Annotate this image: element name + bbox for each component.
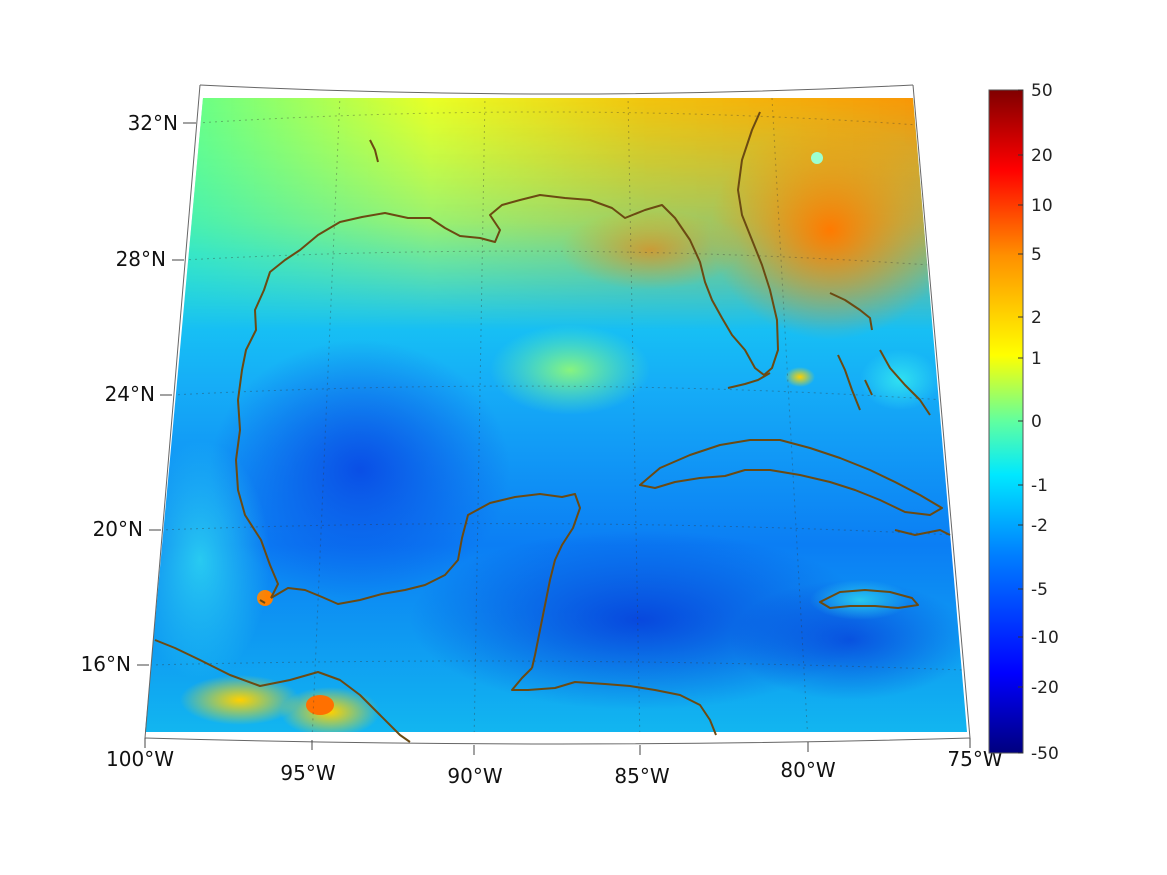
- lat-label-20n: 20°N: [93, 517, 143, 541]
- graticule: [149, 98, 964, 732]
- coastline: [154, 111, 951, 743]
- lat-label-28n: 28°N: [116, 247, 166, 271]
- lon-label-80w: 80°W: [780, 758, 835, 782]
- latitude-labels: 32°N 28°N 24°N 20°N 16°N: [81, 111, 178, 676]
- lat-label-24n: 24°N: [105, 382, 155, 406]
- colorbar-tick-0: 0: [1031, 412, 1042, 432]
- data-field: [145, 98, 967, 732]
- colorbar-tick-2: 2: [1031, 308, 1042, 328]
- colorbar-tick-neg1: -1: [1031, 476, 1048, 496]
- lon-label-95w: 95°W: [280, 761, 335, 785]
- lon-label-90w: 90°W: [447, 764, 502, 788]
- colorbar: 50 20 10 5 2 1 0 -1 -2 -5 -10 -20 -50: [988, 81, 1059, 764]
- lon-label-100w: 100°W: [106, 747, 174, 771]
- map-frame: [144, 84, 971, 745]
- colorbar-gradient: [988, 89, 1024, 754]
- colorbar-tick-10: 10: [1031, 196, 1053, 216]
- colorbar-tick-20: 20: [1031, 146, 1053, 166]
- colorbar-tick-neg10: -10: [1031, 628, 1059, 648]
- colorbar-tick-5: 5: [1031, 245, 1042, 265]
- lon-label-85w: 85°W: [614, 764, 669, 788]
- lat-label-16n: 16°N: [81, 652, 131, 676]
- lat-label-32n: 32°N: [128, 111, 178, 135]
- colorbar-tick-neg20: -20: [1031, 678, 1059, 698]
- longitude-labels: 100°W 95°W 90°W 85°W 80°W 75°W: [106, 747, 1003, 788]
- colorbar-tick-neg2: -2: [1031, 516, 1048, 536]
- colorbar-tick-1: 1: [1031, 349, 1042, 369]
- colorbar-tick-neg50: -50: [1031, 744, 1059, 764]
- colorbar-tick-neg5: -5: [1031, 580, 1048, 600]
- axis-ticks: [137, 122, 971, 755]
- colorbar-tick-50: 50: [1031, 81, 1053, 101]
